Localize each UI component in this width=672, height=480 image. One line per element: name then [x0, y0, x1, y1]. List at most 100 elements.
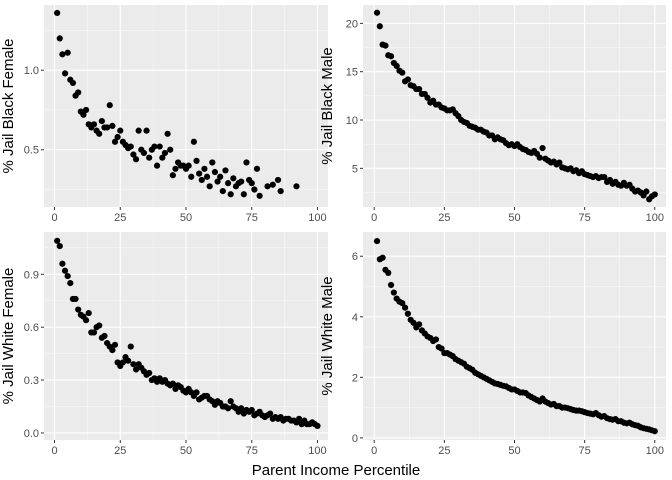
data-point	[75, 89, 82, 96]
data-point	[64, 49, 71, 56]
data-point	[111, 341, 119, 348]
data-point	[109, 122, 116, 129]
data-point	[169, 172, 176, 179]
x-tick-label: 0	[51, 445, 57, 457]
data-point	[267, 410, 274, 417]
data-point	[238, 405, 245, 412]
data-point	[127, 143, 134, 150]
data-point	[382, 42, 389, 49]
data-point	[127, 343, 134, 350]
y-axis-title: % Jail White Male	[319, 276, 336, 395]
data-point	[240, 191, 247, 198]
data-point	[96, 130, 103, 137]
data-point	[238, 178, 245, 185]
data-point	[224, 180, 232, 187]
data-point	[119, 359, 126, 366]
data-point	[274, 176, 282, 184]
y-tick-label: 5	[352, 163, 358, 175]
data-point	[61, 267, 69, 274]
data-point	[104, 124, 111, 131]
data-point	[410, 319, 417, 326]
data-point	[651, 428, 658, 435]
data-point	[404, 310, 411, 317]
data-point	[556, 159, 563, 166]
data-point	[399, 69, 406, 76]
x-tick-label: 0	[371, 212, 377, 224]
data-point	[209, 159, 216, 166]
x-tick-label: 50	[508, 212, 520, 224]
panel-jail-black-female: 0 25 50 75 100 0.5 1.0 % Jail Black Female	[0, 5, 328, 224]
data-point	[314, 422, 321, 429]
y-tick-label: 0.3	[24, 375, 39, 387]
x-tick-label: 0	[371, 445, 377, 457]
data-point	[85, 309, 92, 317]
data-point	[387, 281, 395, 289]
data-point	[198, 176, 205, 184]
y-tick-label: 20	[346, 18, 358, 30]
data-point	[248, 406, 255, 414]
data-point	[164, 130, 171, 137]
data-point	[56, 243, 63, 250]
data-point	[153, 162, 161, 169]
x-tick-label: 100	[646, 445, 664, 457]
data-point	[295, 415, 303, 422]
panel-jail-black-male: 0 25 50 75 100 5 10 15 20 % Jail Black Male	[319, 5, 666, 224]
data-point	[539, 144, 546, 152]
data-point	[387, 53, 395, 60]
data-point	[185, 162, 192, 169]
panel-jail-white-female: 0 25 50 75 100 0.0 0.3 0.6 0.9 % Jail White Femal…	[0, 232, 328, 457]
data-point	[151, 143, 158, 150]
data-point	[401, 304, 409, 311]
data-point	[54, 9, 61, 17]
data-point	[167, 146, 174, 153]
data-point	[203, 173, 211, 180]
data-point	[376, 23, 383, 30]
y-tick-label: 4	[352, 312, 358, 324]
x-tick-label: 75	[579, 445, 591, 457]
data-point	[69, 79, 77, 87]
data-point	[67, 280, 74, 287]
y-tick-label: 6	[352, 251, 358, 263]
data-point	[214, 178, 221, 185]
data-point	[117, 127, 124, 134]
data-point	[269, 181, 276, 188]
data-point	[72, 295, 79, 303]
data-point	[64, 272, 71, 280]
data-point	[373, 237, 381, 245]
data-point	[277, 187, 284, 195]
data-point	[125, 357, 132, 364]
x-tick-label: 75	[246, 212, 258, 224]
x-tick-label: 75	[579, 212, 591, 224]
data-point	[56, 35, 63, 42]
data-point	[140, 149, 148, 157]
data-point	[230, 175, 237, 182]
y-tick-label: 0.5	[24, 145, 39, 157]
y-tick-label: 0.6	[24, 322, 39, 334]
data-point	[416, 321, 423, 328]
data-point	[264, 183, 271, 190]
data-point	[130, 151, 137, 158]
y-tick-label: 0.0	[24, 428, 39, 440]
x-tick-label: 50	[508, 445, 520, 457]
data-point	[59, 51, 66, 58]
y-axis-title: % Jail Black Female	[0, 38, 17, 173]
data-point	[227, 191, 234, 198]
x-axis-title: Parent Income Percentile	[252, 462, 420, 479]
data-point	[80, 111, 87, 118]
data-point	[90, 121, 98, 128]
data-point	[59, 260, 66, 267]
x-tick-label: 25	[114, 445, 126, 457]
x-tick-label: 100	[646, 212, 664, 224]
data-point	[293, 183, 300, 190]
data-point	[135, 127, 142, 134]
x-tick-label: 75	[246, 445, 258, 457]
y-tick-label: 10	[346, 115, 358, 127]
x-tick-label: 25	[438, 445, 450, 457]
data-point	[224, 405, 232, 412]
data-point	[390, 289, 397, 296]
data-point	[169, 380, 176, 387]
data-point	[253, 165, 261, 172]
data-point	[211, 168, 219, 176]
data-point	[130, 361, 137, 368]
